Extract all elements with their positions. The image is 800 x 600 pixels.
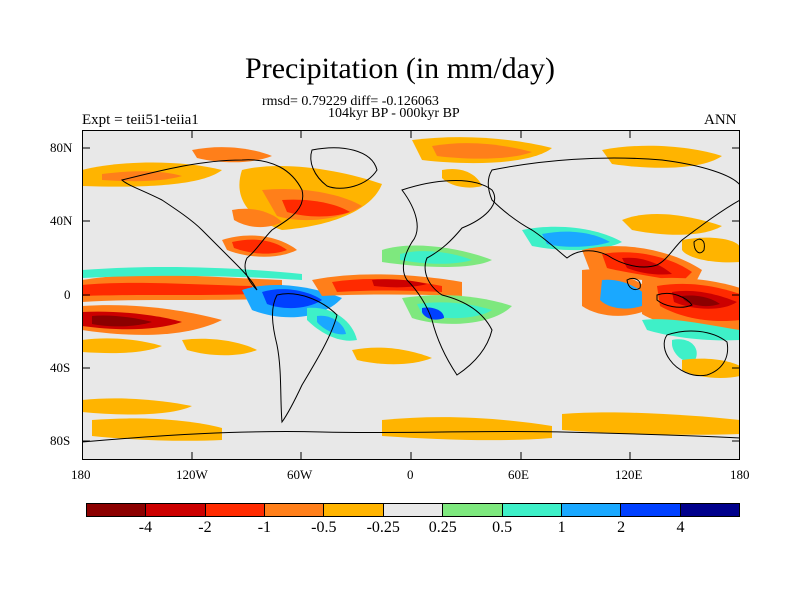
colorbar-segment	[383, 504, 444, 516]
colorbar-segment	[443, 504, 503, 516]
map-title: Precipitation (in mm/day)	[245, 52, 555, 85]
colorbar-label: 2	[617, 519, 626, 536]
colorbar-label: -0.25	[366, 519, 400, 536]
colorbar-segment	[324, 504, 384, 516]
lon-tick-label: 60E	[508, 467, 529, 482]
colorbar-segment	[205, 504, 266, 516]
colorbar	[86, 503, 740, 517]
colorbar-segment	[561, 504, 622, 516]
colorbar-label: 1	[557, 519, 566, 536]
colorbar-segment	[265, 504, 325, 516]
map-frame	[82, 130, 740, 460]
lat-tick-label: 40S	[50, 360, 71, 375]
colorbar-label: 0.25	[428, 519, 457, 536]
precipitation-map	[82, 130, 740, 460]
colorbar-segment	[87, 504, 147, 516]
colorbar-segment	[502, 504, 562, 516]
colorbar-segment	[680, 504, 739, 516]
colorbar-segment	[621, 504, 681, 516]
season-label: ANN	[704, 112, 737, 128]
lon-tick-label: 180	[71, 467, 91, 482]
colorbar-label: -2	[198, 519, 212, 536]
lat-tick-label: 80S	[50, 433, 71, 448]
colorbar-label: 0.5	[492, 519, 513, 536]
colorbar-label: 4	[676, 519, 685, 536]
colorbar-segment	[146, 504, 206, 516]
lon-tick-label: 120W	[176, 467, 208, 482]
lon-tick-label: 60W	[287, 467, 313, 482]
coastlines	[82, 147, 740, 443]
lat-tick-label: 40N	[50, 213, 73, 228]
lat-tick-label: 80N	[50, 140, 73, 155]
lat-tick-label: 0	[64, 287, 71, 302]
lon-tick-label: 0	[407, 467, 414, 482]
stats-line: rmsd= 0.79229 diff= -0.126063	[262, 94, 439, 109]
colorbar-label: -4	[138, 519, 153, 536]
lon-tick-label: 120E	[615, 467, 643, 482]
period-subtitle: 104kyr BP - 000kyr BP	[328, 106, 460, 121]
colorbar-label: -1	[257, 519, 272, 536]
experiment-label: Expt = teii51-teiia1	[82, 112, 199, 128]
colorbar-label: -0.5	[311, 519, 337, 536]
anomaly-fields	[82, 137, 740, 441]
lon-tick-label: 180	[730, 467, 750, 482]
axis-ticks	[82, 130, 740, 460]
